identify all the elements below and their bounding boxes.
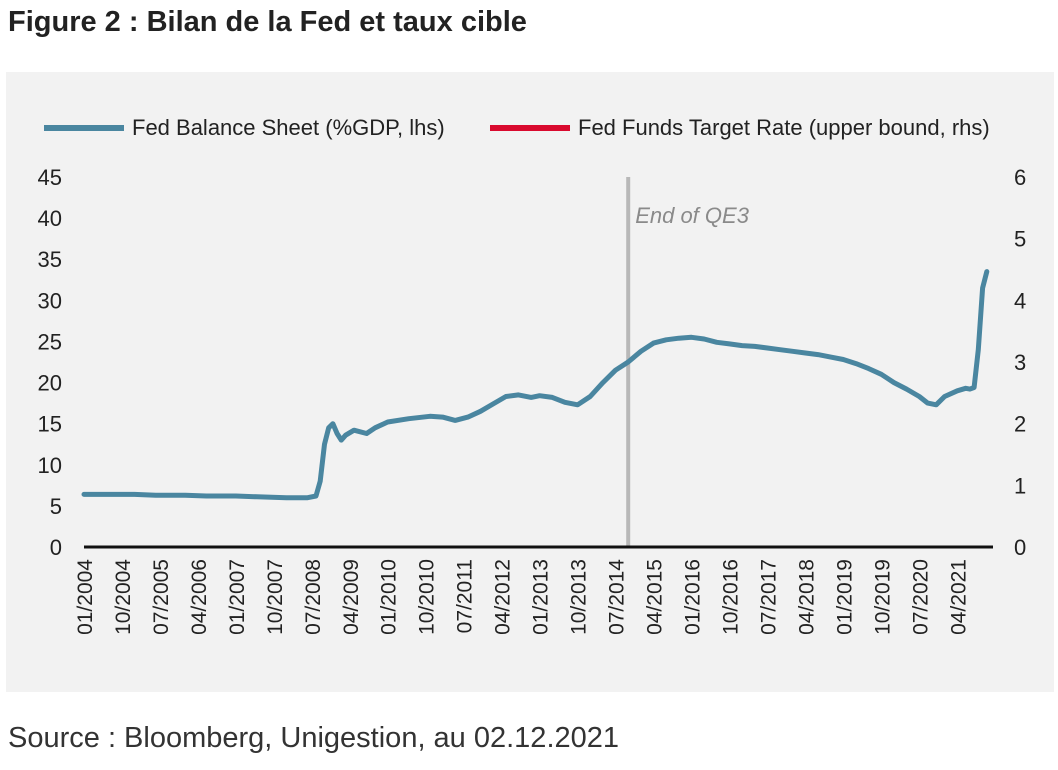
x-tick-label: 04/2006 (188, 559, 211, 635)
x-tick-label: 10/2013 (568, 559, 591, 635)
x-tick-label: 01/2013 (530, 559, 553, 635)
legend: Fed Balance Sheet (%GDP, lhs) Fed Funds … (44, 115, 990, 140)
x-tick-label: 01/2019 (833, 559, 856, 635)
x-tick-label: 07/2020 (909, 559, 932, 635)
x-tick-label: 07/2014 (606, 559, 629, 635)
y-right-tick-label: 6 (1014, 165, 1026, 190)
x-tick-label: 07/2005 (150, 559, 173, 635)
y-axis-right: 0 1 2 3 4 5 6 (1014, 165, 1026, 560)
y-left-tick-label: 15 (38, 412, 62, 437)
x-tick-label: 04/2015 (644, 559, 667, 635)
y-right-tick-label: 5 (1014, 227, 1026, 252)
x-tick-label: 07/2008 (302, 559, 325, 635)
chart-area: Fed Balance Sheet (%GDP, lhs) Fed Funds … (6, 72, 1054, 692)
y-left-tick-label: 40 (38, 206, 62, 231)
y-axis-left: 0 5 10 15 20 25 30 35 40 45 (38, 165, 62, 560)
figure-title: Figure 2 : Bilan de la Fed et taux cible (8, 6, 527, 38)
legend-label-balance: Fed Balance Sheet (%GDP, lhs) (132, 115, 445, 140)
y-left-tick-label: 0 (50, 535, 62, 560)
y-left-tick-label: 20 (38, 371, 62, 396)
x-tick-label: 04/2009 (340, 559, 363, 635)
x-tick-label: 10/2019 (871, 559, 894, 635)
y-left-tick-label: 45 (38, 165, 62, 190)
source-note: Source : Bloomberg, Unigestion, au 02.12… (8, 722, 620, 754)
x-tick-label: 01/2010 (378, 559, 401, 635)
x-tick-label: 07/2017 (757, 559, 780, 635)
y-right-tick-label: 4 (1014, 288, 1026, 313)
x-tick-label: 01/2004 (74, 559, 97, 635)
x-tick-label: 01/2016 (681, 559, 704, 635)
y-right-tick-label: 2 (1014, 412, 1026, 437)
y-left-tick-label: 10 (38, 453, 62, 478)
y-left-tick-label: 35 (38, 247, 62, 272)
x-tick-label: 04/2018 (795, 559, 818, 635)
x-tick-label: 01/2007 (226, 559, 249, 635)
x-tick-label: 10/2007 (264, 559, 287, 635)
line-chart: Fed Balance Sheet (%GDP, lhs) Fed Funds … (38, 115, 1027, 635)
qe3-annotation: End of QE3 (635, 203, 750, 228)
x-tick-label: 10/2004 (112, 559, 135, 635)
y-left-tick-label: 5 (50, 494, 62, 519)
legend-label-rate: Fed Funds Target Rate (upper bound, rhs) (578, 115, 990, 140)
x-axis: 01/2004 10/2004 07/2005 04/2006 01/2007 10/20… (74, 559, 970, 635)
y-right-tick-label: 1 (1014, 473, 1026, 498)
x-tick-label: 07/2011 (454, 559, 477, 633)
y-right-tick-label: 3 (1014, 350, 1026, 375)
y-left-tick-label: 25 (38, 329, 62, 354)
series-balance-sheet-line (81, 269, 990, 501)
x-tick-label: 04/2021 (947, 559, 970, 635)
x-tick-label: 10/2016 (719, 559, 742, 635)
x-tick-label: 04/2012 (492, 559, 515, 635)
x-tick-label: 10/2010 (416, 559, 439, 635)
y-right-tick-label: 0 (1014, 535, 1026, 560)
y-left-tick-label: 30 (38, 288, 62, 313)
